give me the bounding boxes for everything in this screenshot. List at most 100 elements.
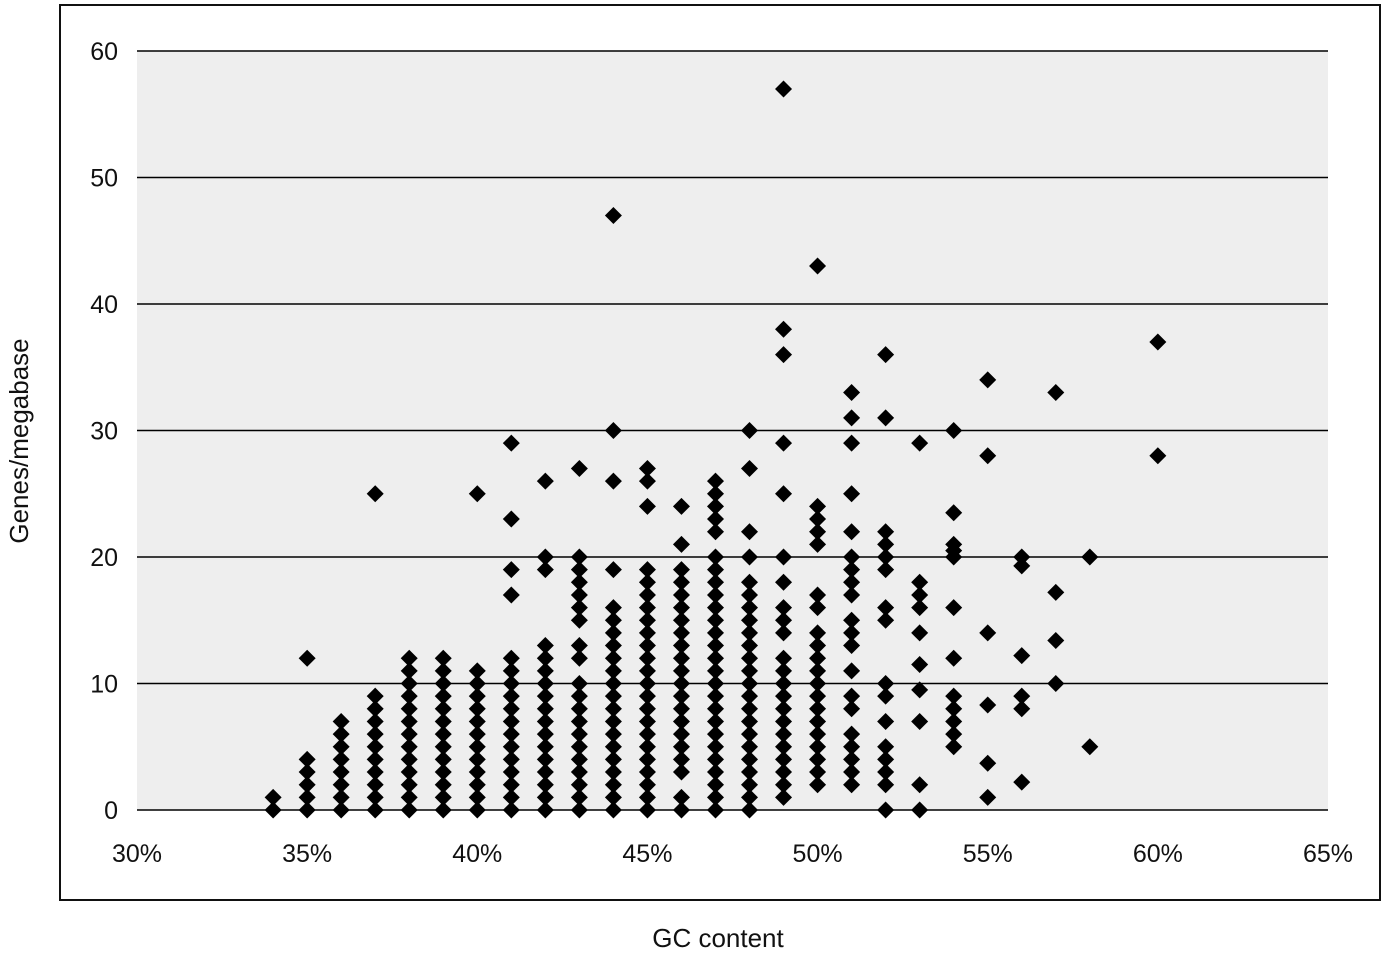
data-point [638,561,656,579]
data-point [809,649,827,667]
data-point [1047,583,1065,601]
data-point [502,586,520,604]
data-point [1013,773,1031,791]
data-point [911,586,929,604]
data-point [809,675,827,692]
data-point [604,725,622,743]
data-point [843,662,861,680]
data-point [877,548,895,566]
data-point [809,497,827,515]
data-point [536,712,554,730]
data-point [468,763,486,781]
data-point [706,700,724,718]
data-point [638,675,656,692]
data-point [604,662,622,680]
data-point [672,497,690,515]
data-point [775,434,793,452]
data-point [1013,647,1031,665]
data-point [434,712,452,730]
data-point [775,80,793,98]
data-point [877,750,895,768]
data-point [604,611,622,629]
data-point [706,485,724,503]
data-point [604,801,622,819]
data-point [706,586,724,604]
data-point [741,422,759,439]
data-point [604,700,622,718]
data-point [741,599,759,617]
data-point [536,763,554,781]
data-point [536,700,554,718]
x-tick-label: 50% [793,840,843,868]
data-point [502,687,520,705]
y-axis-tick-labels: 0 10 20 30 40 50 60 [90,38,118,825]
data-point [298,750,316,768]
data-point [775,776,793,794]
data-point [672,599,690,617]
data-point [809,725,827,743]
data-point [843,750,861,768]
data-point [536,738,554,756]
data-point [775,788,793,806]
data-point [775,725,793,743]
data-point [1081,548,1099,566]
data-point [706,675,724,692]
data-point [775,738,793,756]
data-point [570,712,588,730]
data-point [570,776,588,794]
data-point [843,409,861,427]
data-point [809,700,827,718]
data-point [604,712,622,730]
data-point [979,788,997,806]
data-point [706,510,724,528]
data-point [400,788,418,806]
data-point [570,700,588,718]
data-point [434,700,452,718]
data-point [911,681,929,699]
data-point [706,548,724,566]
data-point [706,763,724,781]
data-point [366,485,384,503]
data-point [502,738,520,756]
data-point [911,656,929,674]
data-point [468,788,486,806]
data-point [741,523,759,541]
data-point [741,750,759,768]
data-point [366,687,384,705]
data-point [502,561,520,579]
data-point [536,725,554,743]
data-point [638,459,656,477]
data-point [809,662,827,680]
data-point [434,687,452,705]
data-point [570,738,588,756]
data-point [434,776,452,794]
data-point [604,599,622,617]
data-point [775,548,793,566]
data-point [741,459,759,477]
data-point [1047,384,1065,402]
data-point [706,523,724,541]
data-point [604,637,622,655]
data-point [366,700,384,718]
data-point [502,662,520,680]
data-point [775,712,793,730]
data-point [366,750,384,768]
data-point [672,624,690,642]
data-point [877,801,895,819]
data-point [502,750,520,768]
data-point [638,497,656,515]
data-point [945,700,963,718]
data-point [604,649,622,667]
data-point [1013,687,1031,705]
data-point [706,649,724,667]
data-point [672,573,690,591]
data-point [468,801,486,819]
data-point [843,586,861,604]
data-point [570,788,588,806]
data-point [672,801,690,819]
data-point [809,776,827,794]
data-point [638,586,656,604]
data-point [945,725,963,743]
data-point [400,763,418,781]
